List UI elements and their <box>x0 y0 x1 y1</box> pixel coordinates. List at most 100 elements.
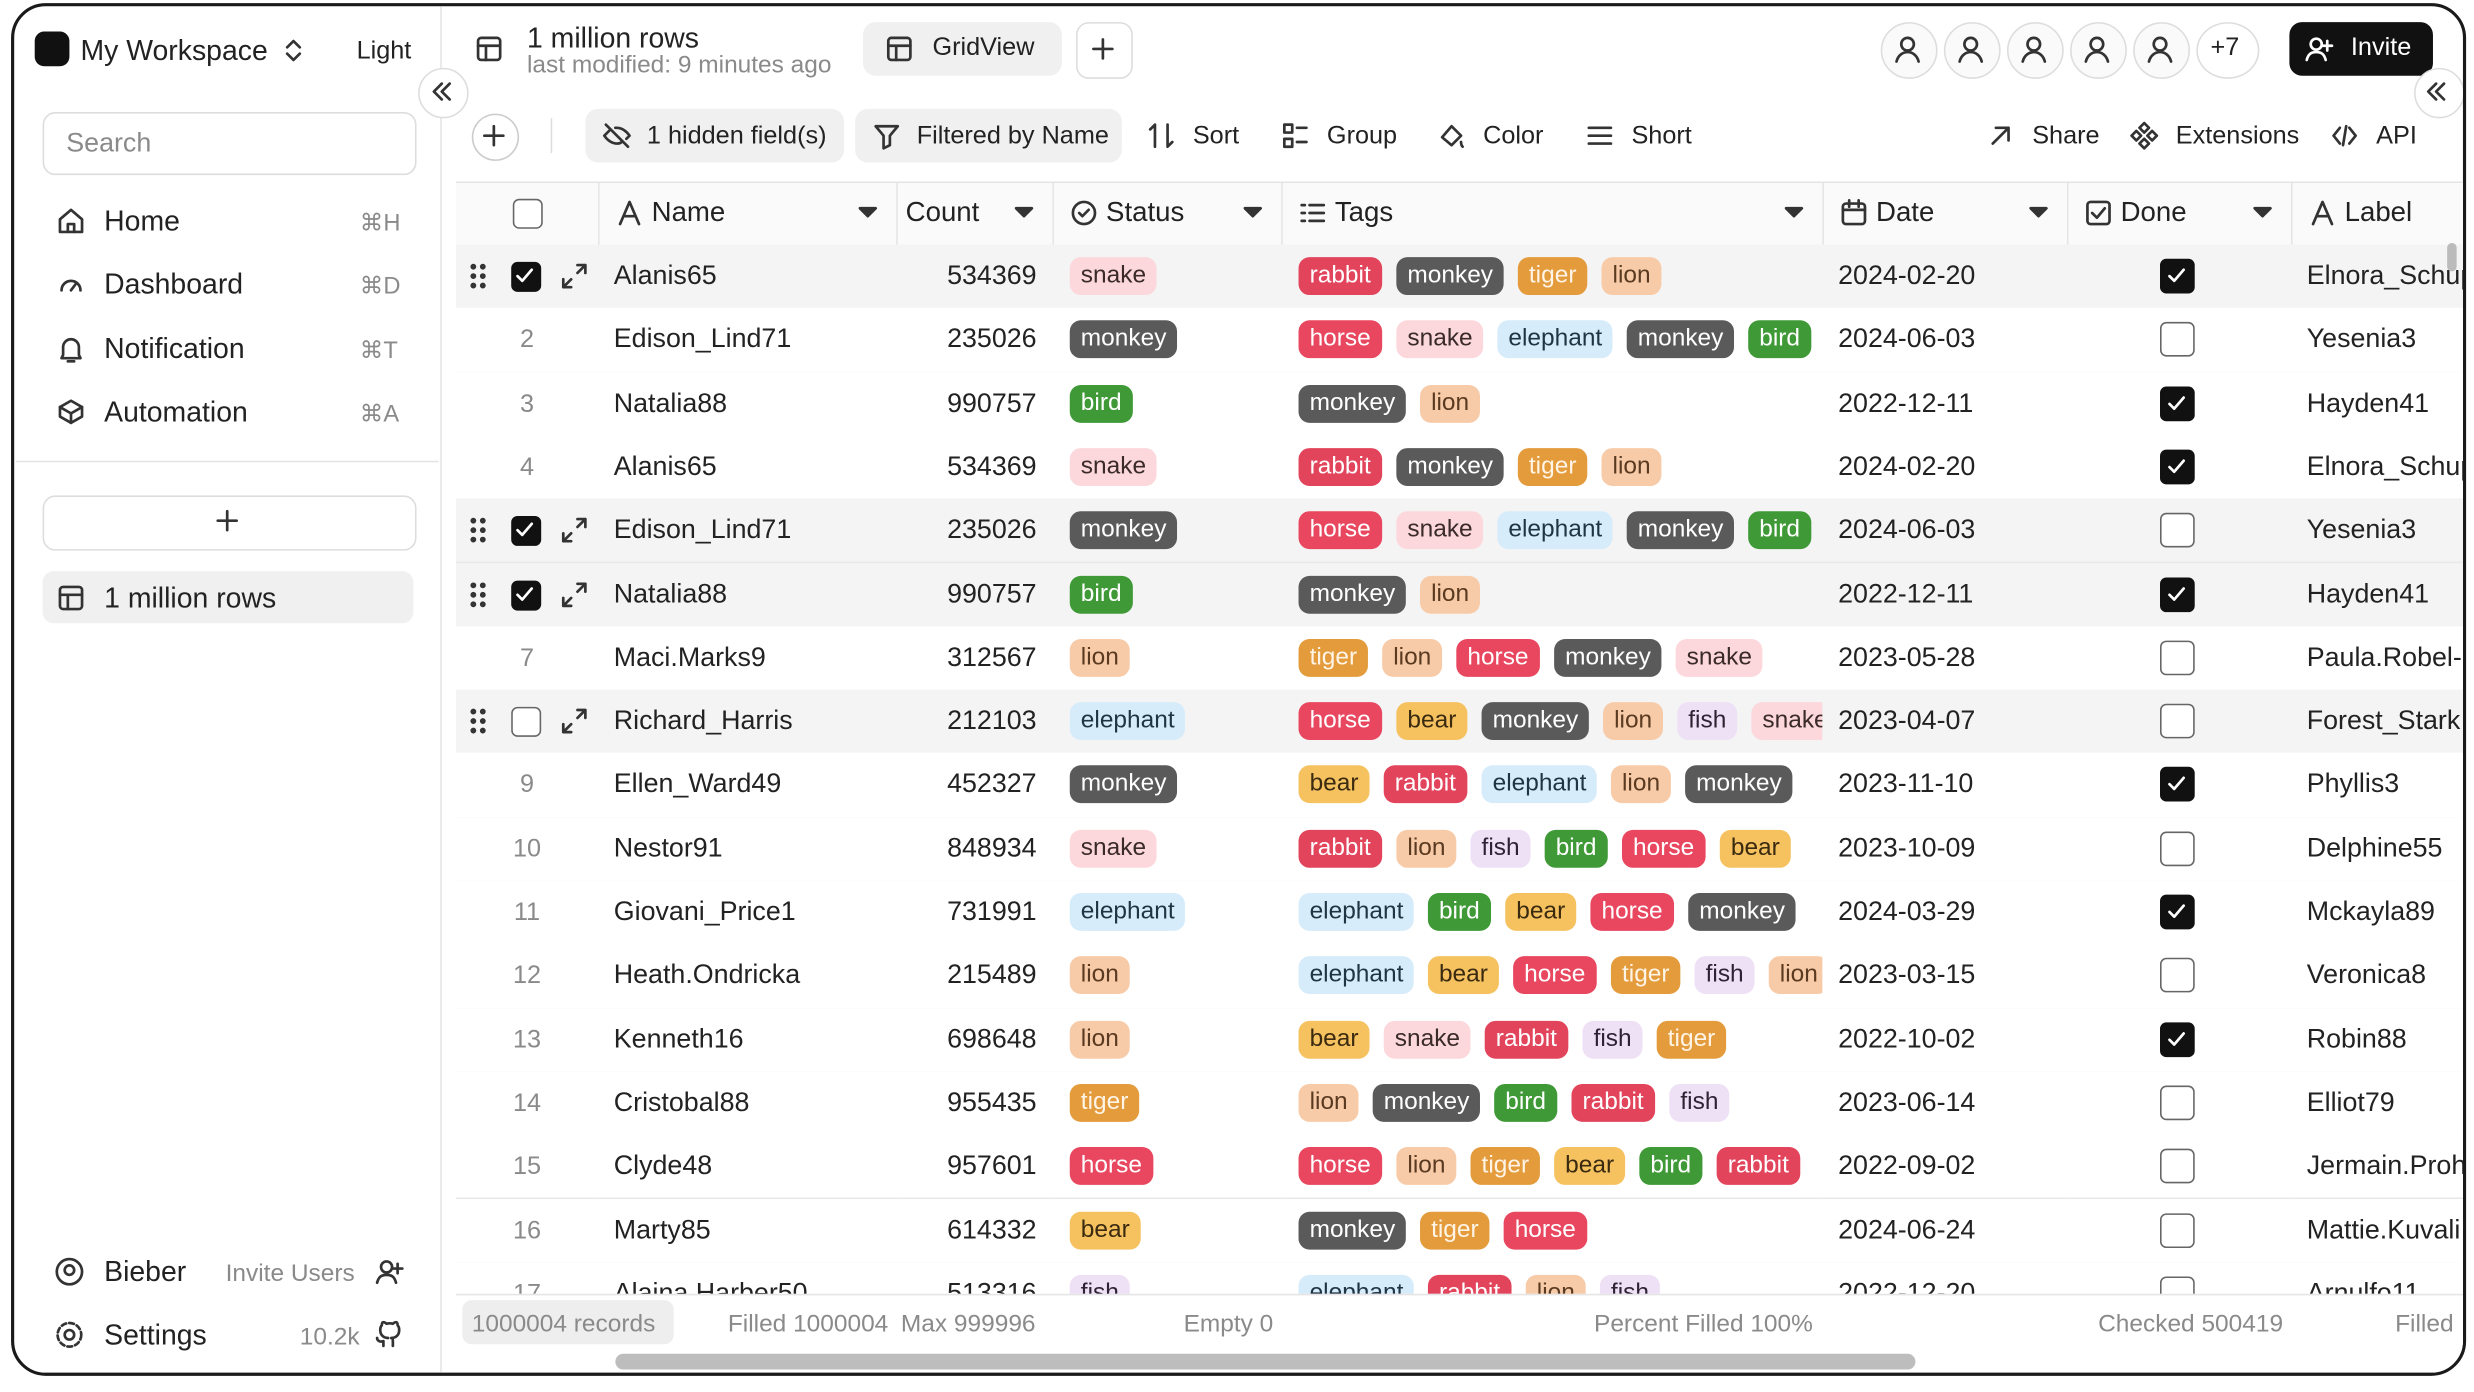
done-check <box>2168 777 2186 791</box>
cell-label: Mckayla89 <box>2306 896 2435 927</box>
toolbar-button[interactable]: API <box>2376 123 2417 150</box>
toolbar-icon <box>2130 121 2159 150</box>
tag: monkey <box>1298 384 1407 423</box>
toolbar-button[interactable]: Filtered by Name <box>916 123 1109 150</box>
cell-count: 955435 <box>947 1086 1037 1117</box>
theme-toggle[interactable]: Light <box>356 37 412 65</box>
toolbar-button[interactable]: Extensions <box>2175 123 2300 150</box>
column-header[interactable]: Label <box>2344 195 2413 228</box>
tag: tiger <box>1298 638 1369 677</box>
tag: horse <box>1456 638 1540 677</box>
toolbar-button[interactable]: Share <box>2032 123 2100 150</box>
search-box[interactable] <box>42 112 417 176</box>
label-cell: Delphine55 <box>2300 817 2463 881</box>
table-item-bg[interactable] <box>42 571 414 624</box>
done-checkbox[interactable] <box>2160 640 2195 675</box>
done-checkbox[interactable] <box>2160 576 2195 612</box>
cell-name: Natalia88 <box>613 387 728 418</box>
add-record[interactable] <box>471 113 520 161</box>
tag: lion <box>1396 1147 1457 1186</box>
column-header[interactable]: Status <box>1106 195 1185 228</box>
tag: monkey <box>1372 1083 1481 1122</box>
toolbar-button[interactable]: 1 hidden field(s) <box>646 123 827 150</box>
row-checkbox[interactable] <box>511 707 542 737</box>
done-checkbox[interactable] <box>2160 1085 2195 1121</box>
toolbar-icon <box>602 123 631 149</box>
table-icon <box>58 585 84 611</box>
settings[interactable]: Settings <box>104 1319 207 1351</box>
cell-name: Kenneth16 <box>613 1023 744 1054</box>
row-bg[interactable] <box>455 816 2463 882</box>
done-checkbox[interactable] <box>2160 1212 2195 1248</box>
tag: bear <box>1298 765 1370 804</box>
user-avatar <box>55 1257 84 1286</box>
tag: fish <box>1694 956 1755 995</box>
done-checkbox[interactable] <box>2160 513 2195 548</box>
cell-name: Giovani_Price1 <box>613 896 796 927</box>
done-checkbox[interactable] <box>2160 958 2195 993</box>
avatar-face <box>2084 36 2110 63</box>
cell-date: 2023-05-28 <box>1838 641 1976 672</box>
tags-cell: rabbit lion fish bird horse bear <box>1291 817 1823 881</box>
column-header[interactable]: Done <box>2120 195 2187 228</box>
column-header[interactable]: Date <box>1876 195 1935 228</box>
collapse-left[interactable] <box>418 67 469 119</box>
tag: fish <box>1470 829 1531 868</box>
cell-name: Heath.Ondricka <box>613 959 801 990</box>
invite-users[interactable]: Invite Users <box>225 1260 355 1288</box>
tag: horse <box>1590 893 1674 931</box>
done-checkbox[interactable] <box>2160 831 2195 866</box>
add-view[interactable] <box>1076 22 1133 79</box>
tag: fish <box>1582 1020 1643 1059</box>
cell-name: Alanis65 <box>613 451 717 482</box>
row-number: 10 <box>512 835 542 863</box>
nav-item[interactable]: Dashboard <box>104 268 244 301</box>
cell-label: Hayden41 <box>2306 578 2430 609</box>
footer-stat: Max 999996 <box>900 1311 1036 1338</box>
column-header[interactable]: Tags <box>1334 195 1394 228</box>
done-check <box>2168 395 2186 410</box>
tag: bear <box>1298 1020 1370 1059</box>
tag: lion <box>1601 447 1662 486</box>
tags-cell: elephant bear horse tiger fish lion <box>1291 944 1823 1008</box>
tags-cell: tiger lion horse monkey snake <box>1291 626 1823 690</box>
nav-item[interactable]: Automation <box>104 395 248 428</box>
toolbar-pill[interactable] <box>855 108 1122 163</box>
nav-item[interactable]: Home <box>104 205 180 237</box>
column-header[interactable]: Name <box>651 195 726 228</box>
column-icon <box>1071 200 1097 226</box>
row-number: 16 <box>512 1217 542 1245</box>
cell-date: 2023-03-15 <box>1838 959 1976 990</box>
toolbar-button[interactable]: Sort <box>1192 123 1240 150</box>
add-view-icon <box>1092 38 1114 60</box>
table-item[interactable]: 1 million rows <box>104 582 277 614</box>
toolbar-icon <box>874 124 900 150</box>
toolbar-button[interactable]: Color <box>1483 123 1544 150</box>
column-menu <box>858 206 878 218</box>
logo <box>34 31 70 67</box>
done-checkbox[interactable] <box>2160 1148 2195 1184</box>
tag: rabbit <box>1383 765 1468 804</box>
cell-date: 2022-12-11 <box>1838 387 1974 418</box>
toolbar-button[interactable]: Short <box>1631 123 1692 150</box>
vertical-scrollbar <box>2447 242 2457 272</box>
add-table-button[interactable] <box>42 495 417 551</box>
column-header[interactable]: Count <box>905 195 980 228</box>
label-cell: Phyllis3 <box>2300 753 2463 817</box>
nav-item[interactable]: Notification <box>104 332 245 364</box>
tags-cell: elephant bird bear horse monkey <box>1291 880 1823 944</box>
toolbar-button[interactable]: Group <box>1326 123 1398 150</box>
tag: snake <box>1396 511 1484 550</box>
row-checkbox[interactable] <box>511 579 542 610</box>
table-subtitle: last modified: 9 minutes ago <box>526 52 832 79</box>
cell-label: Hayden41 <box>2306 387 2430 418</box>
status-tag: bird <box>1069 575 1133 613</box>
done-checkbox[interactable] <box>2160 703 2195 739</box>
table-title: 1 million rows <box>526 22 700 54</box>
done-checkbox[interactable] <box>2160 322 2195 358</box>
label-cell: Elnora_Schup <box>2300 435 2463 499</box>
tag: monkey <box>1396 257 1505 296</box>
select-all[interactable] <box>512 198 543 229</box>
workspace-name[interactable]: My Workspace <box>80 34 268 67</box>
